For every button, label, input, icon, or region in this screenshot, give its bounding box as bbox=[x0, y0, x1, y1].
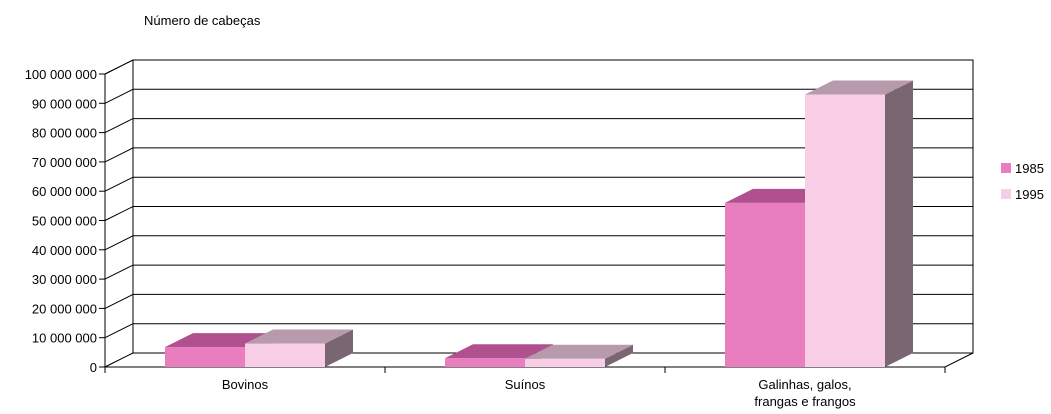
gridline bbox=[104, 206, 973, 221]
bar-1995-1 bbox=[525, 344, 633, 367]
x-category-label: Suínos bbox=[505, 377, 546, 392]
bar-front bbox=[805, 94, 885, 367]
gridlines bbox=[104, 59, 973, 339]
bar-1995-0 bbox=[245, 329, 353, 367]
bar-top bbox=[525, 344, 633, 359]
bar-1995-2 bbox=[805, 80, 913, 367]
y-tick-label: 10 000 000 bbox=[32, 331, 97, 346]
y-tick-label: 60 000 000 bbox=[32, 184, 97, 199]
x-category-label: frangas e frangos bbox=[754, 394, 856, 409]
y-tick-label: 20 000 000 bbox=[32, 301, 97, 316]
bar-front bbox=[525, 358, 605, 367]
y-tick-label: 50 000 000 bbox=[32, 214, 97, 229]
x-category-labels: Bovinos Suínos Galinhas, galos, frangas e f… bbox=[222, 377, 856, 409]
x-category-label: Bovinos bbox=[222, 377, 269, 392]
gridline bbox=[104, 235, 973, 251]
y-tick-label: 0 bbox=[90, 360, 97, 375]
bar-side bbox=[325, 329, 353, 367]
bar-side bbox=[605, 344, 633, 367]
bar-top bbox=[805, 80, 913, 95]
legend-label-1985: 1985 bbox=[1015, 161, 1044, 176]
x-category-label: Galinhas, galos, bbox=[758, 377, 851, 392]
legend-swatch-1985 bbox=[1001, 163, 1011, 173]
bar-top bbox=[445, 344, 553, 359]
y-tick-label: 80 000 000 bbox=[32, 126, 97, 141]
legend-swatch-1995 bbox=[1001, 189, 1011, 199]
y-tick-label: 40 000 000 bbox=[32, 243, 97, 258]
bar-front bbox=[725, 202, 805, 367]
gridline bbox=[104, 176, 973, 192]
y-tick-label: 70 000 000 bbox=[32, 155, 97, 170]
gridline bbox=[104, 293, 973, 309]
bar-front bbox=[445, 358, 525, 367]
bar-top bbox=[245, 329, 353, 344]
y-tick-labels: 0 10 000 000 20 000 000 30 000 000 40 000 00… bbox=[25, 67, 97, 375]
bar-front bbox=[245, 343, 325, 367]
gridline bbox=[104, 147, 973, 163]
bar-front bbox=[165, 347, 245, 367]
y-tick-label: 90 000 000 bbox=[32, 96, 97, 111]
gridline bbox=[104, 88, 973, 104]
gridline bbox=[104, 59, 973, 75]
legend: 1985 1995 bbox=[1001, 161, 1044, 202]
bar-side bbox=[885, 80, 913, 367]
y-tick-label: 100 000 000 bbox=[25, 67, 97, 82]
bars bbox=[165, 80, 913, 367]
gridline bbox=[104, 264, 973, 280]
gridline bbox=[104, 323, 973, 339]
gridline bbox=[104, 118, 973, 134]
y-axis-title: Número de cabeças bbox=[144, 13, 261, 28]
y-tick-label: 30 000 000 bbox=[32, 272, 97, 287]
legend-label-1995: 1995 bbox=[1015, 187, 1044, 202]
